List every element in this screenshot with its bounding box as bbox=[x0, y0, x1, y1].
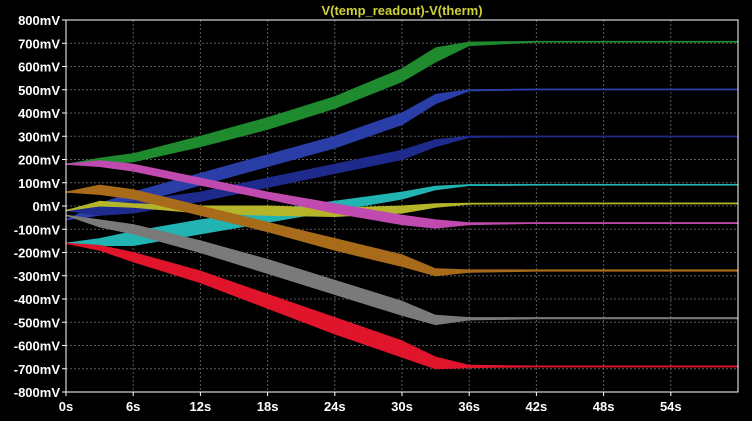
series-line bbox=[65, 242, 738, 368]
series-line bbox=[65, 162, 738, 225]
x-tick-label: 48s bbox=[593, 399, 615, 414]
x-tick-label: 36s bbox=[458, 399, 480, 414]
y-tick-label: -600mV bbox=[14, 339, 61, 354]
x-tick-label: 30s bbox=[391, 399, 413, 414]
series-line bbox=[65, 88, 738, 221]
y-tick-label: 500mV bbox=[18, 83, 60, 98]
y-tick-label: -300mV bbox=[14, 269, 61, 284]
y-tick-label: -100mV bbox=[14, 222, 61, 237]
x-tick-label: 24s bbox=[324, 399, 346, 414]
y-tick-label: 400mV bbox=[18, 106, 60, 121]
series-line bbox=[66, 135, 738, 212]
chart-title: V(temp_readout)-V(therm) bbox=[321, 3, 482, 18]
y-tick-label: -200mV bbox=[14, 246, 61, 261]
y-tick-label: -500mV bbox=[14, 315, 61, 330]
series-line bbox=[65, 214, 738, 321]
y-tick-label: 700mV bbox=[18, 36, 60, 51]
y-tick-label: 100mV bbox=[18, 176, 60, 191]
x-tick-label: 12s bbox=[190, 399, 212, 414]
y-tick-label: 300mV bbox=[18, 129, 60, 144]
x-tick-label: 42s bbox=[526, 399, 548, 414]
axis-labels: 0s 6s 12s 18s 24s 30s 36s 42s 48s 54s 800mV 700mV 60… bbox=[14, 13, 682, 414]
series-line bbox=[65, 188, 738, 274]
y-tick-label: 200mV bbox=[18, 153, 60, 168]
y-tick-label: -800mV bbox=[14, 385, 61, 400]
y-tick-label: -400mV bbox=[14, 292, 61, 307]
x-tick-label: 6s bbox=[126, 399, 140, 414]
x-tick-label: 18s bbox=[257, 399, 279, 414]
x-tick-label: 54s bbox=[660, 399, 682, 414]
x-tick-label: 0s bbox=[59, 399, 73, 414]
y-tick-label: 600mV bbox=[18, 60, 60, 75]
y-tick-label: -700mV bbox=[14, 362, 61, 377]
y-tick-label: 0mV bbox=[33, 199, 61, 214]
plot-frame bbox=[65, 19, 739, 393]
y-tick-label: 800mV bbox=[18, 13, 60, 28]
series-layer bbox=[65, 40, 739, 370]
series-line bbox=[65, 40, 738, 165]
